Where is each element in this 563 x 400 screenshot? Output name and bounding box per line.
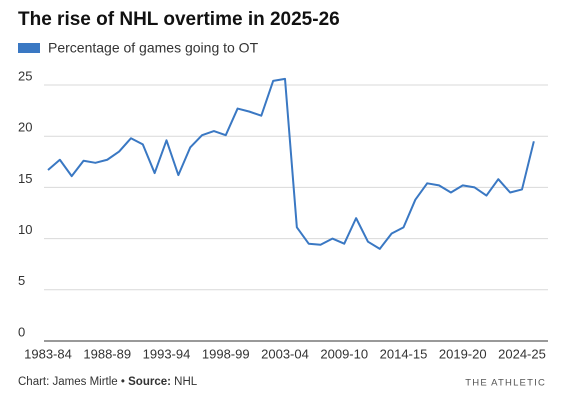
credit: Chart: James Mirtle • (18, 376, 125, 388)
x-tick-label: 2024-25 (498, 346, 546, 361)
y-tick-label: 25 (18, 68, 32, 83)
source: NHL (174, 376, 198, 388)
y-tick-label: 20 (18, 120, 32, 135)
source-label: Source: (128, 376, 171, 388)
footer: Chart: James Mirtle • Source: NHL (18, 376, 198, 388)
x-tick-label: 1998-99 (202, 346, 250, 361)
x-tick-label: 2009-10 (320, 346, 368, 361)
y-tick-label: 10 (18, 222, 32, 237)
legend-swatch (18, 43, 40, 53)
brand: THE ATHLETIC (465, 378, 546, 389)
x-tick-label: 2014-15 (380, 346, 428, 361)
x-tick-label: 1983-84 (24, 346, 72, 361)
line (47, 77, 535, 250)
y-tick-label: 5 (18, 273, 25, 288)
legend-label: Percentage of games going to OT (48, 40, 259, 56)
y-tick-label: 0 (18, 324, 25, 339)
x-tick-label: 2003-04 (261, 346, 309, 361)
x-tick-label: 2019-20 (439, 346, 487, 361)
x-tick-label: 1988-89 (83, 346, 131, 361)
chart-title: The rise of NHL overtime in 2025-26 (18, 9, 340, 30)
x-tick-label: 1993-94 (143, 346, 191, 361)
y-tick-label: 15 (18, 171, 32, 186)
